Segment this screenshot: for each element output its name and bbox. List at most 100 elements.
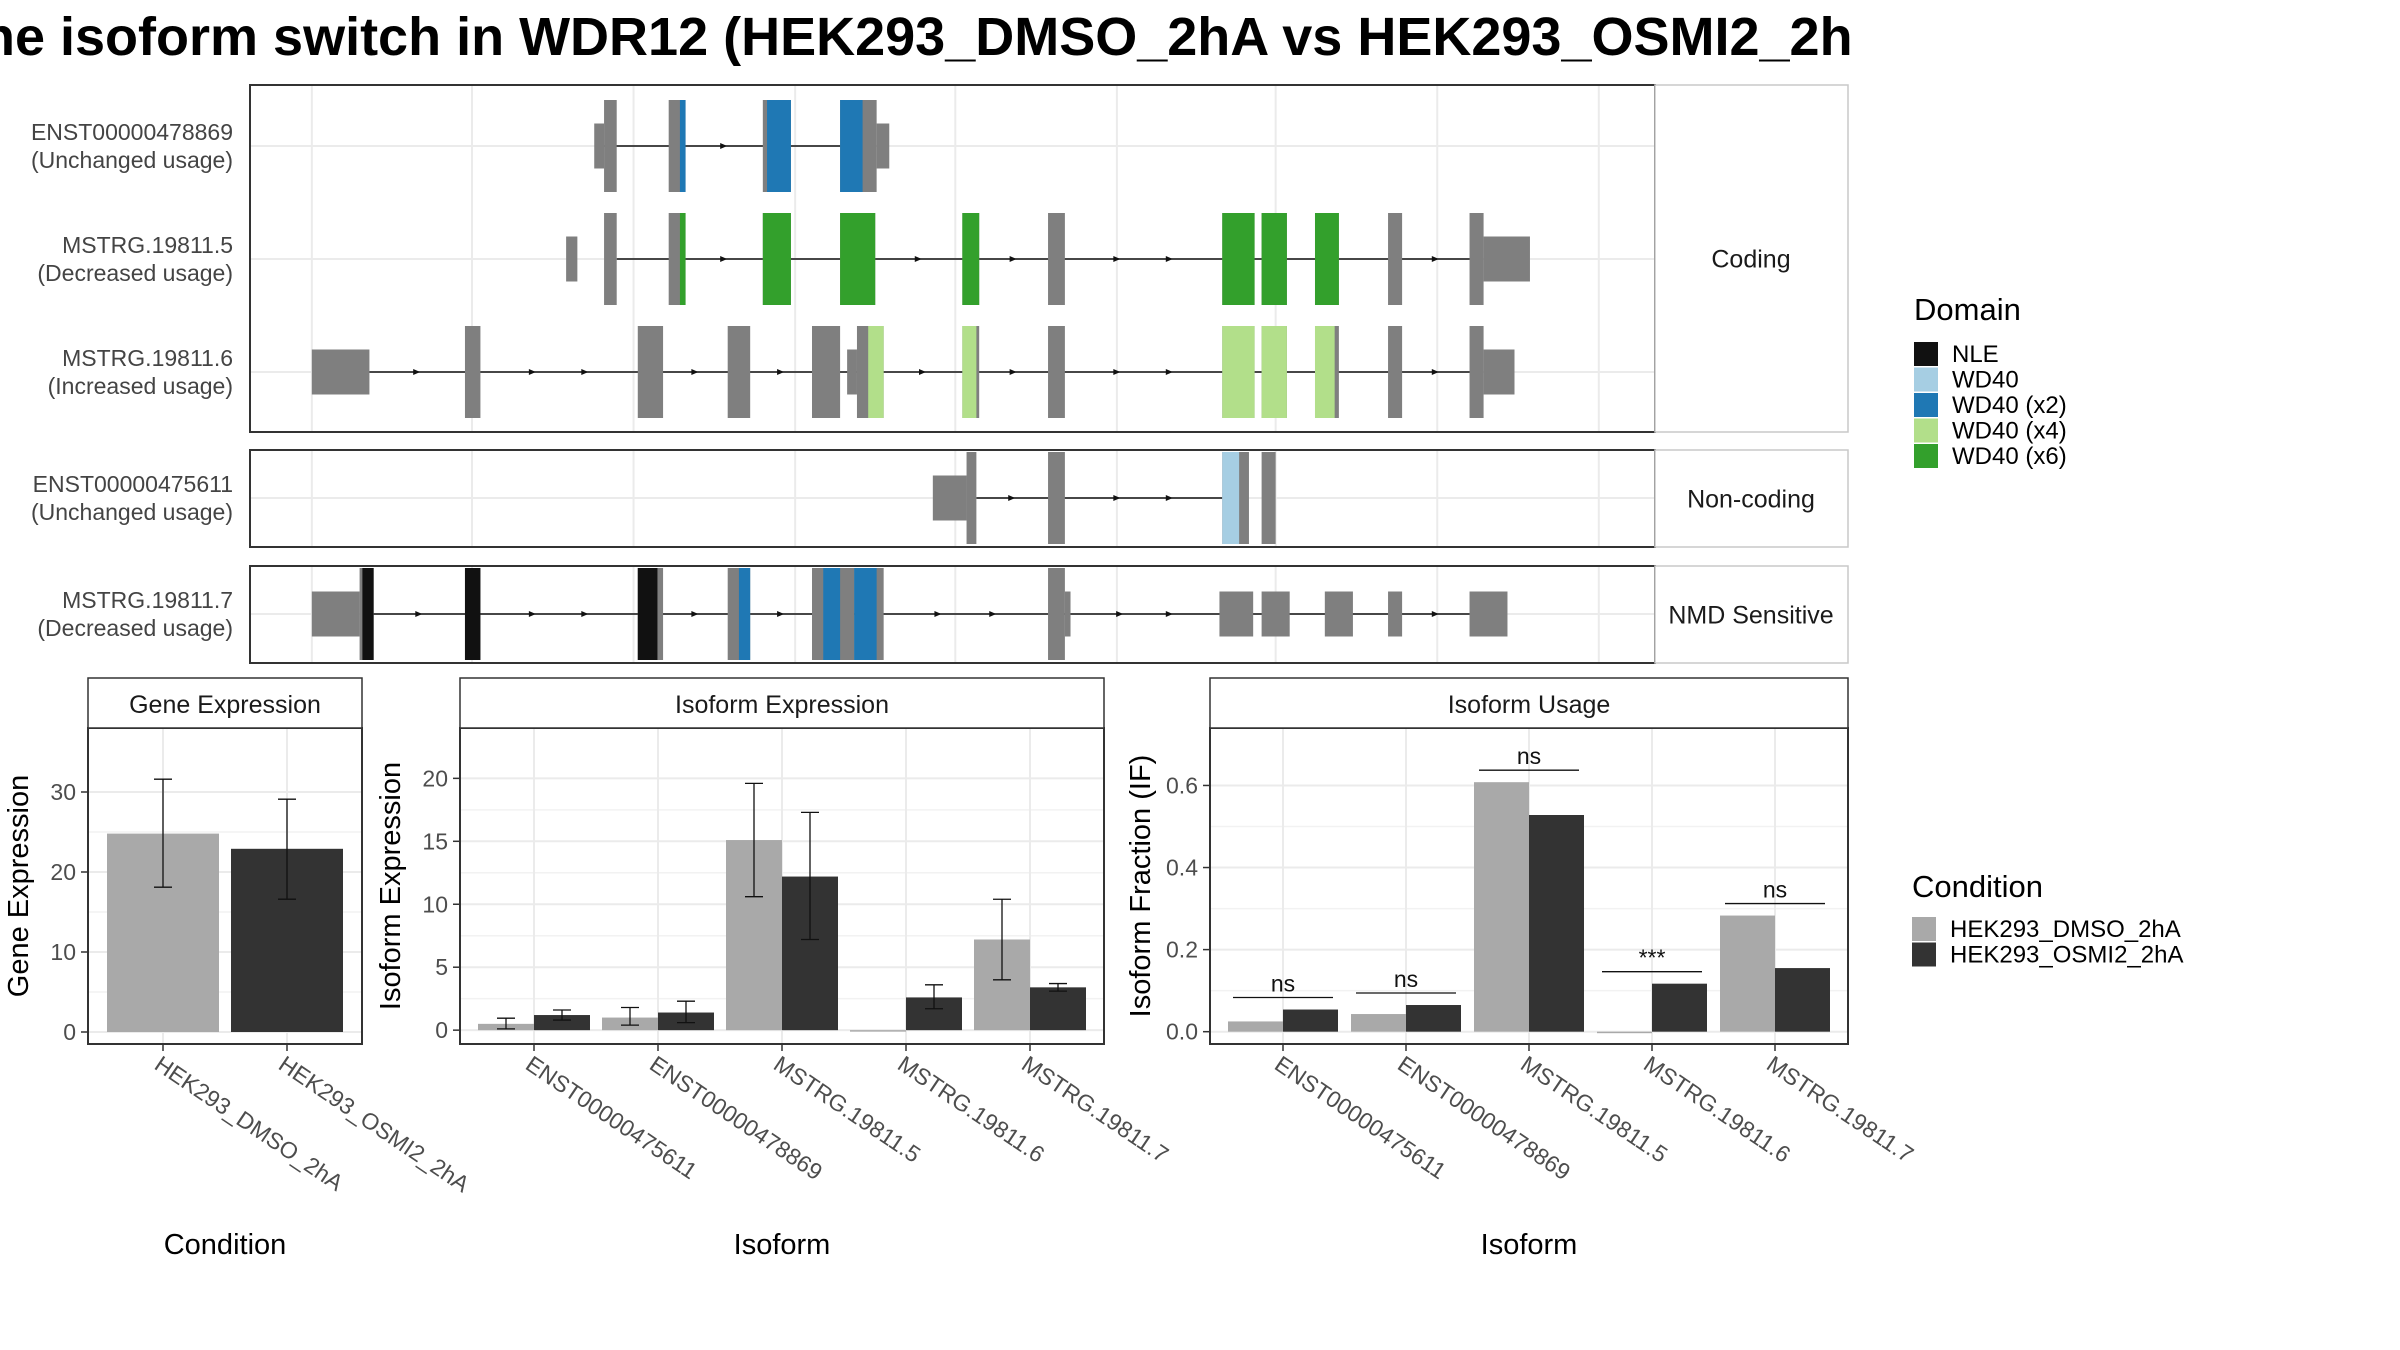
domain-legend-label: WD40	[1952, 367, 2019, 394]
domain-legend-title: Domain	[1914, 292, 2021, 327]
x-axis-title: Isoform	[1481, 1229, 1578, 1261]
isoform-usage-label: (Unchanged usage)	[31, 147, 233, 173]
domain-nle	[464, 568, 481, 660]
bar	[850, 1030, 906, 1032]
exon	[847, 349, 857, 395]
exon	[1388, 326, 1403, 418]
condition-legend-swatch	[1912, 917, 1936, 941]
bar	[1406, 1005, 1461, 1032]
bar	[1283, 1009, 1338, 1032]
intron-arrow	[1431, 611, 1439, 617]
exon	[876, 123, 890, 169]
y-axis-title: Isoform Expression	[375, 762, 407, 1010]
exon	[1261, 591, 1290, 637]
bar	[534, 1015, 590, 1031]
exon	[311, 349, 370, 395]
intron-arrow	[528, 369, 536, 375]
condition-legend-title: Condition	[1912, 869, 2043, 904]
y-tick-label: 0.2	[1166, 937, 1198, 963]
exon	[1324, 591, 1353, 637]
exon	[637, 326, 664, 418]
intron-arrow	[1165, 611, 1173, 617]
domain-wd40-x6	[679, 213, 686, 305]
exon	[1469, 591, 1508, 637]
domain-legend-label: WD40 (x2)	[1952, 392, 2067, 419]
y-tick-label: 20	[422, 765, 448, 791]
y-tick-label: 0.0	[1166, 1019, 1198, 1045]
isoform-usage-label: (Increased usage)	[48, 373, 233, 399]
facet-label: Coding	[1711, 246, 1790, 274]
isoform-id-label: MSTRG.19811.6	[62, 345, 233, 371]
domain-wd40-x6	[1261, 213, 1287, 305]
intron-arrow	[1113, 369, 1121, 375]
domain-wd40-x6	[962, 213, 980, 305]
isoform-id-label: MSTRG.19811.5	[62, 232, 233, 258]
condition-legend-label: HEK293_OSMI2_2hA	[1950, 942, 2183, 969]
domain-wd40-x6	[840, 213, 876, 305]
exon	[604, 100, 617, 192]
exon	[594, 123, 605, 169]
domain-wd40-x4	[1222, 326, 1255, 418]
bar	[1351, 1014, 1406, 1032]
exon	[1261, 452, 1276, 544]
domain-legend-label: NLE	[1952, 341, 1999, 368]
exon	[1469, 326, 1484, 418]
domain-wd40	[1222, 452, 1240, 544]
plot-title-strip	[459, 677, 1105, 729]
intron-arrow	[691, 369, 699, 375]
figure-title: ne isoform switch in WDR12 (HEK293_DMSO_…	[0, 7, 1853, 67]
domain-wd40-x2	[679, 100, 686, 192]
intron-arrow	[934, 611, 942, 617]
domain-wd40-x6	[762, 213, 791, 305]
domain-wd40-x4	[868, 326, 884, 418]
exon	[1048, 326, 1065, 418]
y-tick-label: 30	[50, 779, 76, 805]
plot-title: Gene Expression	[129, 691, 321, 719]
domain-wd40-x4	[1261, 326, 1287, 418]
domain-wd40-x2	[767, 100, 791, 192]
exon	[1483, 236, 1530, 282]
intron-arrow	[918, 369, 926, 375]
domain-wd40-x6	[1222, 213, 1255, 305]
y-tick-label: 0.6	[1166, 772, 1198, 798]
significance-label: ns	[1763, 877, 1787, 903]
isoform-id-label: MSTRG.19811.7	[62, 587, 233, 613]
facet-label: NMD Sensitive	[1668, 602, 1833, 630]
domain-nle	[362, 568, 374, 660]
isoform-usage-label: (Decreased usage)	[37, 615, 233, 641]
intron-arrow	[1431, 369, 1439, 375]
domain-legend-label: WD40 (x4)	[1952, 418, 2067, 445]
y-tick-label: 20	[50, 859, 76, 885]
plot-title: Isoform Usage	[1448, 691, 1611, 719]
exon	[604, 213, 617, 305]
exon	[1483, 349, 1515, 395]
isoform-usage-label: (Decreased usage)	[37, 260, 233, 286]
exon	[932, 475, 967, 521]
plot-title-strip	[87, 677, 363, 729]
isoform-structure-panel: ENST00000478869(Unchanged usage)MSTRG.19…	[31, 84, 1849, 664]
y-axis-title: Gene Expression	[3, 775, 35, 997]
domain-nle	[637, 568, 658, 660]
domain-legend-label: WD40 (x6)	[1952, 443, 2067, 470]
intron-arrow	[528, 611, 536, 617]
exon	[311, 591, 360, 637]
intron-arrow	[1165, 369, 1173, 375]
significance-label: ns	[1271, 971, 1295, 997]
intron-arrow	[1113, 495, 1121, 501]
domain-legend-swatch	[1914, 342, 1938, 366]
isoform-id-label: ENST00000475611	[33, 471, 233, 497]
plot-title: Isoform Expression	[675, 691, 889, 719]
domain-legend-swatch	[1914, 444, 1938, 468]
y-tick-label: 15	[422, 828, 448, 854]
x-axis-title: Isoform	[734, 1229, 831, 1261]
intron-arrow	[777, 611, 785, 617]
significance-label: ns	[1394, 966, 1418, 992]
domain-wd40-x4	[962, 326, 977, 418]
y-tick-label: 10	[422, 891, 448, 917]
exon	[1219, 591, 1254, 637]
exon	[812, 326, 841, 418]
